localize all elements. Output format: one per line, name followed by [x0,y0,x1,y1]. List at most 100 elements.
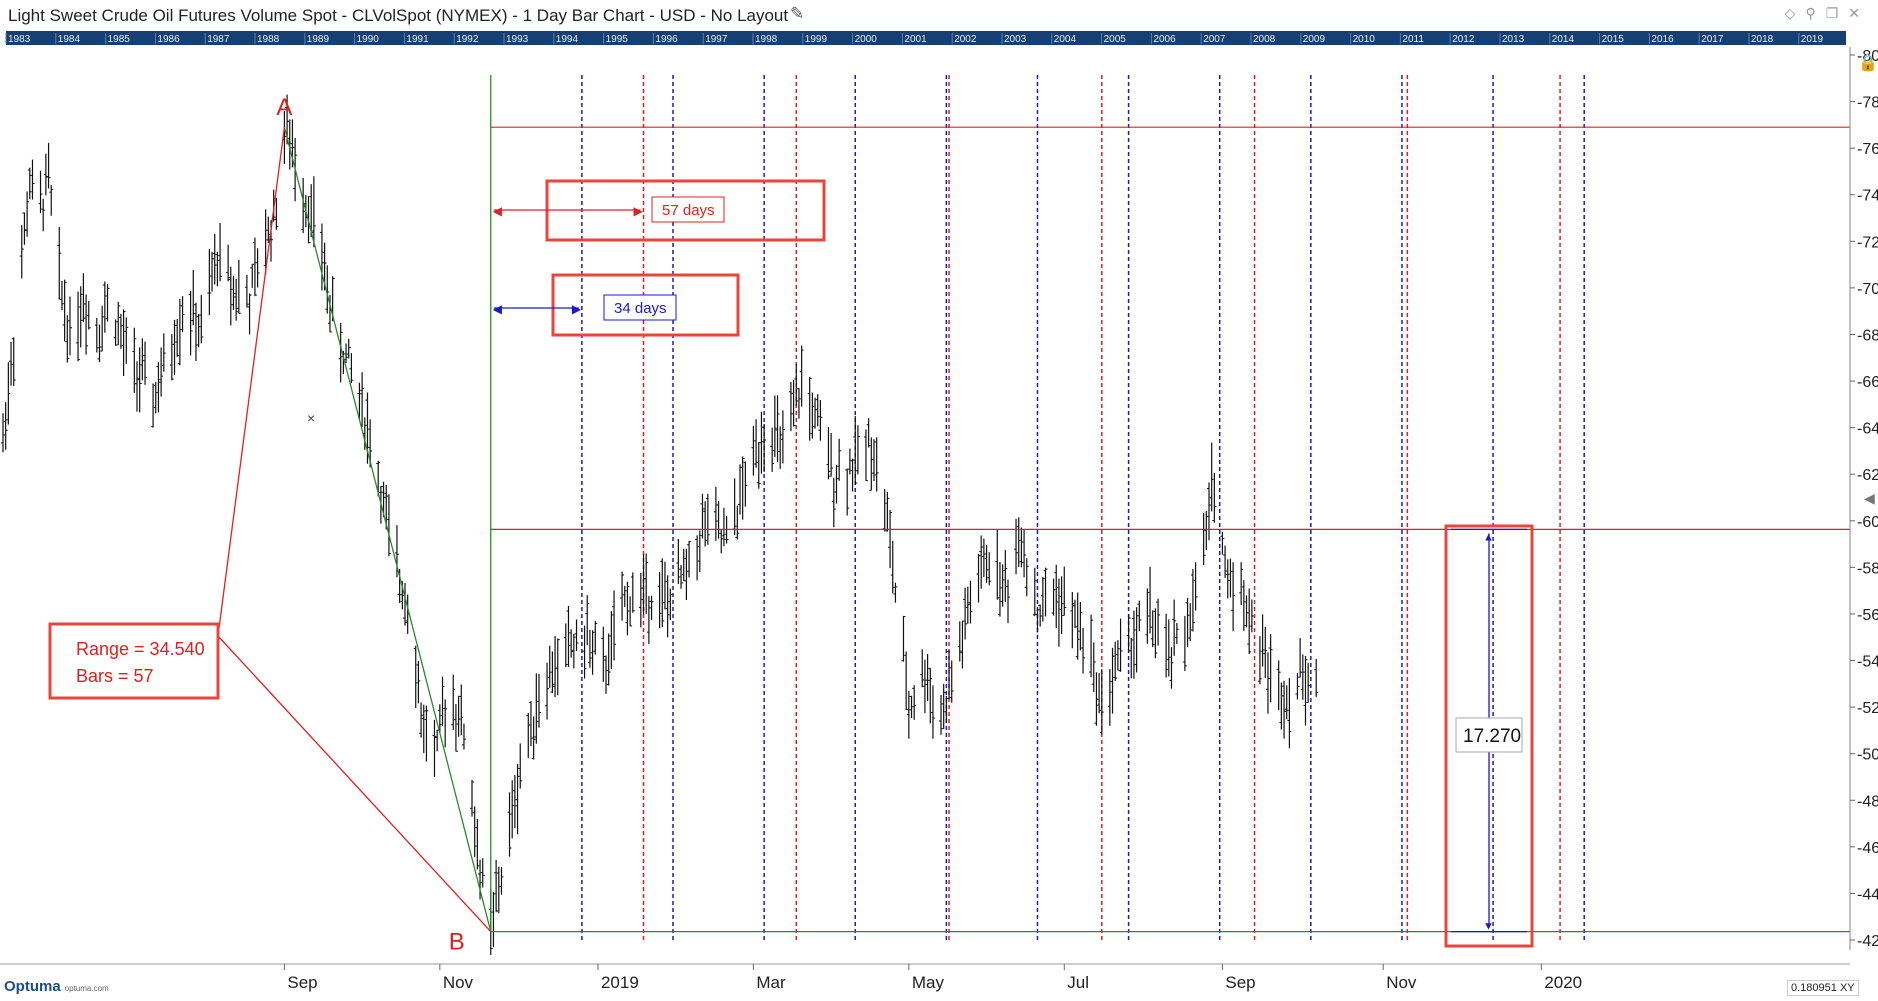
price-bar [113,319,118,346]
price-bar [1209,442,1214,512]
year-label[interactable]: 2008 [1253,34,1276,45]
year-label[interactable]: 1995 [606,34,629,45]
price-bar [59,280,64,311]
year-label[interactable]: 2012 [1452,34,1475,45]
year-label[interactable]: 2015 [1602,34,1625,45]
price-bar [1134,607,1139,673]
x-tick-label: Nov [443,973,474,992]
year-label[interactable]: 1986 [157,34,180,45]
price-bar [1201,512,1206,566]
year-label[interactable]: 2003 [1004,34,1027,45]
price-bar [1081,627,1086,674]
year-label[interactable]: 1989 [307,34,330,45]
price-bar [156,362,161,413]
window-title-bar: Light Sweet Crude Oil Futures Volume Spo… [0,0,1878,31]
year-label[interactable]: 2014 [1552,34,1575,45]
year-label[interactable]: 1998 [755,34,778,45]
price-bar [687,540,692,578]
close-icon[interactable]: ✕ [1848,5,1870,21]
year-label[interactable]: 1985 [108,34,131,45]
year-label[interactable]: 1992 [456,34,479,45]
year-label[interactable]: 2010 [1353,34,1376,45]
price-bar [888,510,893,569]
year-label[interactable]: 2011 [1402,34,1424,45]
year-label[interactable]: 1996 [655,34,678,45]
year-label[interactable]: 2002 [954,34,977,45]
year-label[interactable]: 1999 [805,34,828,45]
price-bar [27,167,32,200]
price-bar [1051,578,1056,616]
year-label[interactable]: 2018 [1751,34,1774,45]
price-bar [1268,634,1273,703]
price-bar [1126,613,1131,652]
year-label[interactable]: 1994 [556,34,579,45]
year-label[interactable]: 1990 [357,34,380,45]
window-controls[interactable]: ◇⚲❐✕ [1785,5,1870,22]
diamond-icon[interactable]: ◇ [1784,5,1806,21]
year-label[interactable]: 2004 [1054,34,1077,45]
price-bar [799,345,804,407]
year-label[interactable]: 2000 [855,34,878,45]
price-bar [1078,601,1083,651]
price-bar [1169,647,1174,689]
price-bar [1300,654,1305,700]
chart-grid [581,75,1585,940]
price-bar [681,548,686,582]
pencil-icon[interactable]: ✎ [790,4,805,23]
restore-icon[interactable]: ❐ [1825,5,1849,21]
price-bar [76,291,81,362]
year-label[interactable]: 1987 [207,34,230,45]
price-bar [1019,527,1024,568]
lock-icon[interactable]: 🔒 [1858,55,1878,72]
price-bar [997,561,1002,617]
price-bar [459,684,464,736]
year-label[interactable]: 1983 [8,34,31,45]
year-scroll-strip[interactable] [6,31,1846,45]
year-label[interactable]: 2006 [1153,34,1176,45]
price-bar [732,478,737,536]
price-bar [494,859,499,913]
x-tick-label: Jul [1067,973,1089,992]
price-bar [1014,518,1019,575]
pin-icon[interactable]: ⚲ [1805,5,1826,21]
price-bar [1148,566,1153,634]
year-label[interactable]: 2007 [1203,34,1226,45]
price-bar [850,458,855,492]
price-bar [81,273,86,323]
year-label[interactable]: 1993 [506,34,529,45]
year-label[interactable]: 1984 [58,34,81,45]
price-bar [1113,641,1118,681]
year-label[interactable]: 2016 [1651,34,1674,45]
price-bar [837,438,842,481]
year-label[interactable]: 2019 [1801,34,1824,45]
year-label[interactable]: 1997 [705,34,728,45]
year-label[interactable]: 1988 [257,34,280,45]
price-bar [507,792,512,857]
price-bar [593,620,598,655]
crosshair-x-icon: × [307,410,315,426]
price-bar [1182,616,1187,672]
y-tick-label: -54.00 [1857,654,1878,671]
year-label[interactable]: 2009 [1303,34,1326,45]
year-label[interactable]: 1991 [406,34,429,45]
price-bar [357,382,362,420]
price-bar [1204,511,1209,550]
panel-expand-icon[interactable]: ◀ [1864,490,1875,506]
price-bar [325,265,330,314]
year-label[interactable]: 2013 [1502,34,1525,45]
days34-box [551,273,740,337]
price-bar [228,266,233,326]
year-label[interactable]: 2005 [1104,34,1127,45]
year-label[interactable]: 2017 [1701,34,1724,45]
price-bar [791,379,796,427]
year-label[interactable]: 2001 [904,34,927,45]
price-bar [960,620,965,669]
price-bar [563,623,568,668]
measure-label-box [1455,717,1523,753]
scale-readout[interactable]: 0.180951 XY [1787,980,1859,996]
price-bar [1032,567,1037,617]
price-bar [478,859,483,900]
y-tick-label: -62.00 [1857,467,1878,484]
price-bar [94,317,99,353]
